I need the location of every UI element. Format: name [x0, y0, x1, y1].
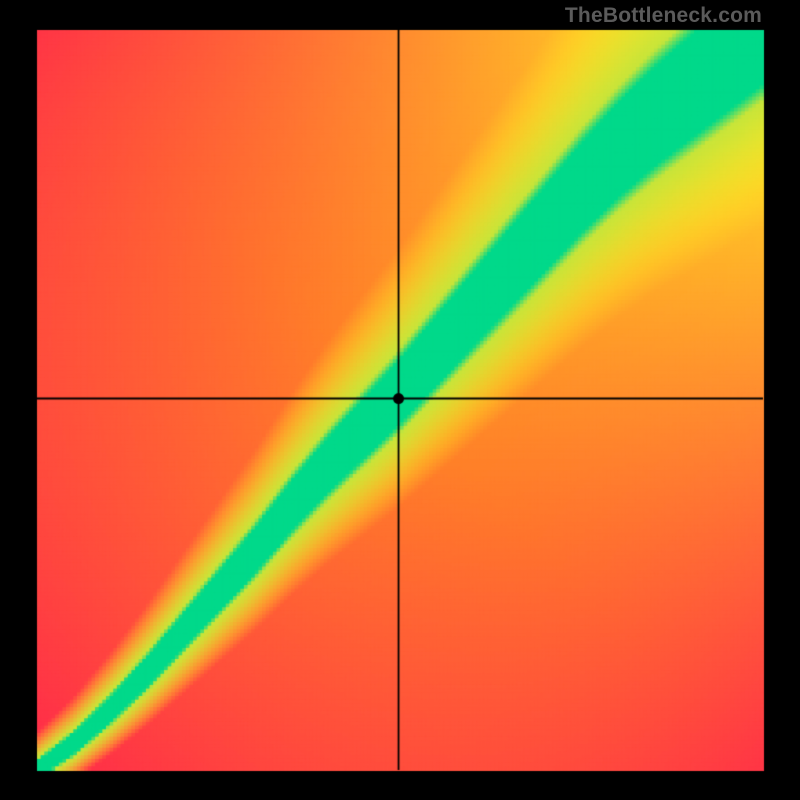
- chart-container: TheBottleneck.com: [0, 0, 800, 800]
- heatmap-canvas: [0, 0, 800, 800]
- watermark-label: TheBottleneck.com: [565, 4, 762, 28]
